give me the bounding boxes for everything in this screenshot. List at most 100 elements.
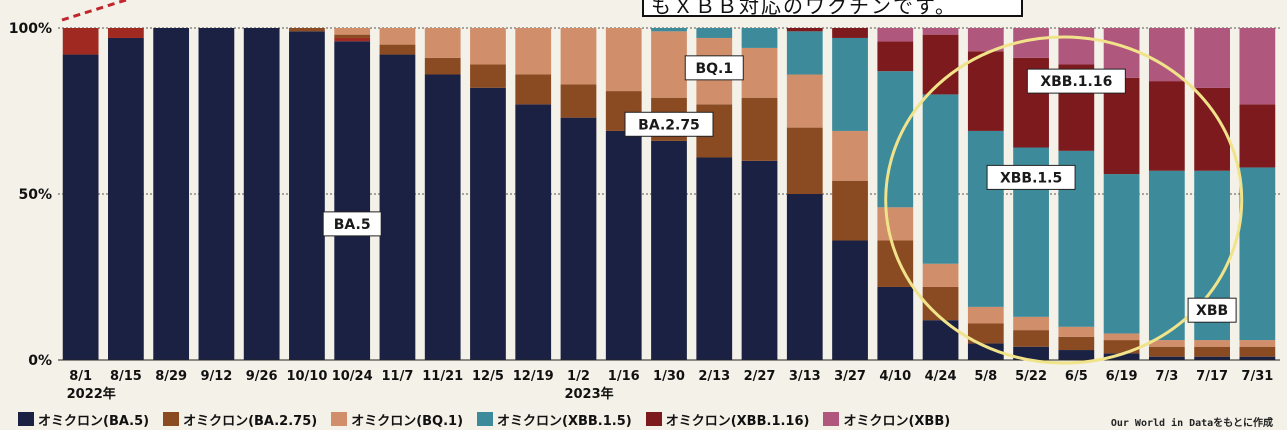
note-text: もＸＢＢ対応のワクチンです。: [651, 0, 957, 18]
bar-segment: [922, 286, 959, 321]
bar-segment: [1239, 167, 1276, 341]
bar-segment: [696, 28, 733, 38]
legend-label: オミクロン(XBB): [843, 413, 951, 429]
dashed-pointer: [61, 0, 127, 22]
bar-segment: [832, 28, 868, 38]
bar-segment: [786, 31, 823, 75]
year-label: 2022年: [67, 386, 116, 402]
x-tick-label: 5/22: [1015, 369, 1047, 384]
x-tick-label: 5/8: [974, 369, 997, 384]
bar-segment: [922, 34, 959, 95]
bar-segment: [108, 28, 144, 38]
x-tick-label: 6/19: [1106, 369, 1138, 384]
variant-share-chart: 0% 50% 100% 8/1 8/15 8/29 9/12 9/26 10/10 10/24 11…: [9, 0, 1280, 402]
source-note: Our World in Dataをもとに作成: [1110, 418, 1273, 429]
bar-segment: [515, 104, 552, 360]
bar-segment: [877, 71, 914, 208]
bar-segment: [334, 28, 371, 35]
bar-segment: [1103, 77, 1140, 175]
x-tick-label: 9/12: [200, 369, 232, 384]
bar-segment: [1103, 353, 1140, 360]
bar-segment: [877, 286, 914, 360]
bar-segment: [334, 37, 371, 42]
bar-segment: [379, 44, 416, 55]
legend-swatch: [477, 412, 494, 426]
bar-segment: [832, 37, 868, 131]
x-tick-label: 3/13: [789, 369, 821, 384]
x-tick-label: 8/29: [155, 369, 187, 384]
bar-segment: [967, 28, 1004, 52]
x-tick-label: 7/17: [1196, 369, 1228, 384]
x-tick-label: 11/7: [381, 369, 413, 384]
legend-item: オミクロン(XBB.1.5): [477, 410, 632, 429]
legend-item: オミクロン(XBB): [823, 410, 950, 429]
bar-segment: [1239, 356, 1276, 360]
bar-segment: [1239, 346, 1276, 357]
annotation-label: BA.2.75: [638, 117, 700, 133]
legend-label: オミクロン(BA.2.75): [183, 413, 318, 429]
bar-segment: [470, 64, 506, 88]
bar-segment: [289, 31, 325, 360]
bar-segment: [967, 323, 1004, 344]
bar-segment: [62, 54, 99, 361]
x-tick-label: 6/5: [1065, 369, 1088, 384]
x-tick-label: 4/10: [879, 369, 911, 384]
x-tick-label: 2/27: [744, 369, 776, 384]
annotation-label: XBB.1.5: [1000, 170, 1062, 186]
annotation-box: [684, 55, 744, 81]
bar-segment: [334, 41, 371, 360]
bar-segment: [1148, 28, 1185, 82]
bar-segment: [1148, 346, 1185, 357]
annotation-box: [624, 111, 714, 137]
x-tick-label: 8/1: [69, 369, 92, 384]
legend: オミクロン(BA.5) オミクロン(BA.2.75) オミクロン(BQ.1) オミクロ…: [18, 409, 950, 429]
bar-segment: [832, 130, 868, 181]
legend-swatch: [823, 412, 840, 426]
bar-segment: [967, 343, 1004, 360]
bar-segment: [62, 28, 99, 55]
bar-segment: [651, 140, 687, 360]
y-tick-label: 50%: [18, 187, 52, 203]
legend-swatch: [18, 412, 34, 426]
x-tick-label: 1/30: [653, 369, 685, 384]
bar-segment: [198, 28, 235, 360]
bar-segment: [1013, 346, 1049, 360]
bar-segment: [832, 240, 868, 360]
highlight-circle: [884, 35, 1244, 365]
legend-item: オミクロン(BA.5): [18, 410, 149, 429]
x-tick-label: 12/5: [472, 369, 504, 384]
bar-segment: [153, 28, 190, 360]
bar-segment: [1239, 104, 1276, 168]
bar-segment: [1103, 340, 1140, 354]
legend-swatch: [163, 412, 180, 426]
annotations: BA.5 BA.2.75 BQ.1 XBB.1.5 XBB.1.16 XBB: [322, 55, 1237, 323]
bar-segment: [1148, 81, 1185, 171]
bar-segment: [470, 28, 506, 65]
bar-segment: [1058, 28, 1095, 65]
bar-segment: [1103, 333, 1140, 341]
legend-label: オミクロン(XBB.1.16): [665, 413, 810, 429]
bar-segment: [1239, 28, 1276, 105]
legend-item: オミクロン(BA.2.75): [163, 410, 317, 429]
bar-segment: [289, 28, 325, 32]
bar-segment: [334, 34, 371, 38]
bar-segment: [1058, 350, 1095, 360]
bar-segment: [922, 94, 959, 264]
bar-segment: [651, 28, 687, 32]
bar-segment: [1058, 326, 1095, 337]
note-box: もＸＢＢ対応のワクチンです。: [642, 0, 1023, 18]
bar-segment: [786, 74, 823, 128]
x-tick-label: 11/21: [422, 369, 463, 384]
bar-segment: [605, 28, 642, 92]
legend-swatch: [645, 412, 662, 426]
x-tick-label: 1/2: [567, 369, 590, 384]
legend-label: オミクロン(BA.5): [38, 413, 150, 429]
year-label: 2023年: [564, 386, 613, 402]
bar-segment: [741, 47, 778, 98]
annotation-box: [1026, 68, 1126, 94]
annotation-label: XBB.1.16: [1040, 74, 1112, 90]
y-tick-label: 100%: [9, 21, 52, 37]
bar-segment: [560, 84, 597, 118]
bar-segment: [922, 263, 959, 287]
bar-segment: [651, 31, 687, 98]
